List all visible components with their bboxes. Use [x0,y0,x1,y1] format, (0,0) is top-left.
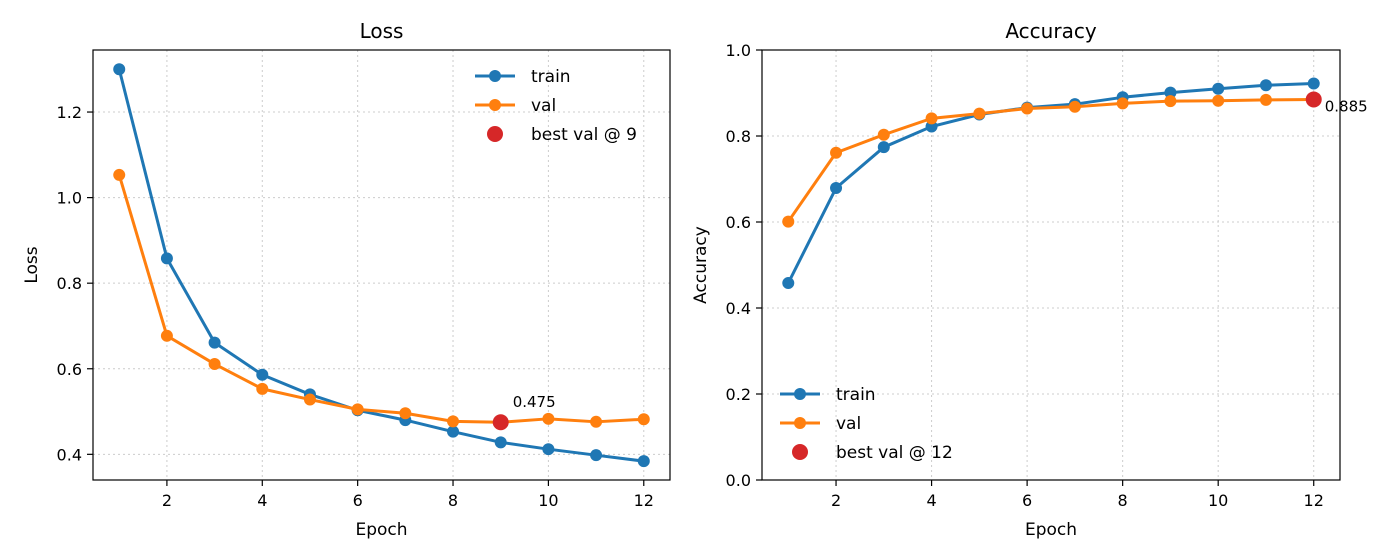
legend-label-train: train [836,385,876,405]
data-point-train [1212,82,1225,95]
data-point-val [542,412,555,425]
data-point-val [1212,94,1225,107]
y-tick-label: 0.8 [726,127,751,146]
data-point-val [590,415,603,428]
data-point-train [447,425,460,438]
data-point-train [637,455,650,468]
data-point-val [351,403,364,416]
data-point-val [256,382,269,395]
legend-label-best: best val @ 9 [531,125,637,145]
plot-frame [761,49,1341,481]
y-tick-label: 1.0 [57,189,82,208]
chart-panel-accuracy: 2 4 6 8 10 12 0.0 0.2 0.4 0.6 0.8 1.0 Accuracy Epoch A… [691,19,1368,540]
series-line-train [786,82,1314,284]
best-val-marker [492,414,509,431]
data-point-train [590,449,603,462]
data-point-val [1068,100,1081,113]
x-axis-label: Epoch [1025,520,1077,540]
data-point-train [160,252,173,265]
data-point-val [1116,97,1129,110]
x-tick-label: 8 [448,491,458,510]
x-tick-label: 10 [1208,491,1228,510]
best-val-annotation: 0.475 [513,393,556,411]
x-tick-label: 2 [831,491,841,510]
data-point-val [1259,93,1272,106]
chart-title: Loss [360,19,404,43]
data-point-train [256,368,269,381]
x-tick-label: 12 [1304,491,1324,510]
legend-label-val: val [531,96,556,116]
series-line-train [117,68,644,463]
data-point-val [113,168,126,181]
series-line-val [787,97,1314,223]
data-point-train [1259,79,1272,92]
y-axis-label: Loss [22,246,42,283]
data-point-val [208,358,221,371]
data-point-train [830,182,843,195]
y-tick-label: 0.8 [57,274,82,293]
series-line-val [117,174,644,424]
y-tick-label: 0.4 [726,299,751,318]
data-point-val [782,215,795,228]
x-tick-label: 10 [538,491,558,510]
y-tick-label: 0.0 [726,471,751,490]
legend-marker-best [487,126,503,142]
x-tick-label: 4 [926,491,936,510]
legend-label-val: val [836,414,861,434]
legend-marker-val [794,417,806,429]
best-val-marker [1305,91,1322,108]
data-point-val [1021,102,1034,115]
data-point-val [830,146,843,159]
plot-frame [92,49,671,481]
y-tick-label: 1.0 [726,41,751,60]
x-tick-label: 12 [634,491,654,510]
legend: train val best val @ 12 [780,385,953,463]
x-axis-label: Epoch [355,520,407,540]
data-point-val [925,112,938,125]
data-point-train [1164,86,1177,99]
x-tick-label: 4 [257,491,267,510]
data-point-train [782,277,795,290]
legend-marker-best [792,444,808,460]
data-point-train [1307,77,1320,90]
legend: train val best val @ 9 [475,67,637,145]
y-tick-label: 0.4 [57,445,82,464]
y-tick-label: 0.6 [57,360,82,379]
y-axis-label: Accuracy [691,226,711,304]
data-point-val [399,407,412,420]
legend-label-train: train [531,67,571,87]
data-point-train [113,63,126,76]
legend-marker-val [489,99,501,111]
data-point-val [303,393,316,406]
y-tick-label: 1.2 [57,103,82,122]
x-tick-label: 6 [353,491,363,510]
data-point-train [208,336,221,349]
chart-panel-loss: 2 4 6 8 10 12 0.4 0.6 0.8 1.0 1.2 Loss Epoch Loss 0.47… [22,19,671,540]
data-point-val [447,415,460,428]
chart-title: Accuracy [1005,19,1096,43]
data-point-val [877,128,890,141]
data-point-val [637,413,650,426]
data-point-val [973,107,986,120]
data-point-train [542,443,555,456]
legend-label-best: best val @ 12 [836,443,953,463]
legend-marker-train [489,70,501,82]
legend-marker-train [794,388,806,400]
data-point-train [494,436,507,449]
y-tick-label: 0.2 [726,385,751,404]
x-tick-label: 6 [1022,491,1032,510]
x-tick-label: 8 [1118,491,1128,510]
best-val-annotation: 0.885 [1325,97,1368,115]
data-point-val [1164,95,1177,108]
data-point-train [877,141,890,154]
x-tick-label: 2 [162,491,172,510]
data-point-val [160,329,173,342]
y-tick-label: 0.6 [726,213,751,232]
